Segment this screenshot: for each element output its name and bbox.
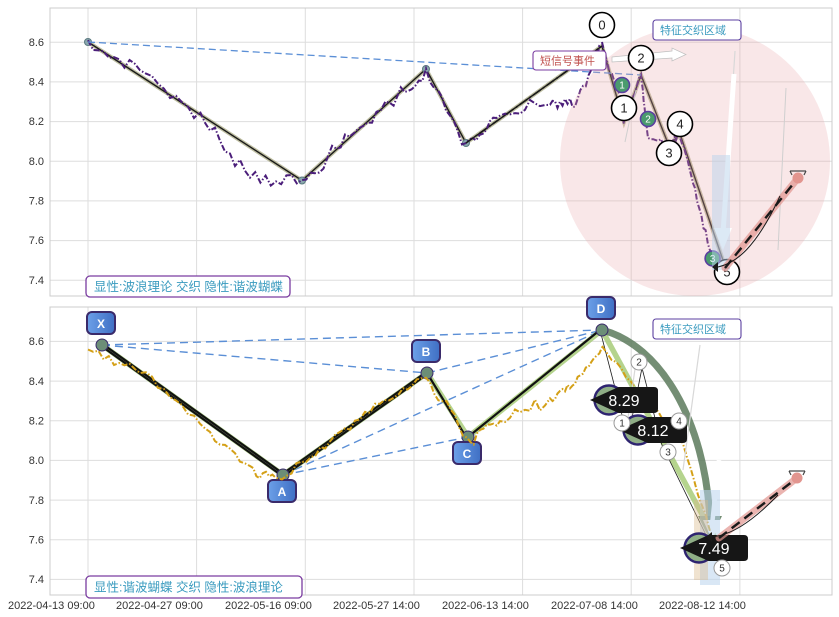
svg-text:显性:波浪理论 交织 隐性:谐波蝴蝶: 显性:波浪理论 交织 隐性:谐波蝴蝶	[94, 279, 283, 294]
svg-text:4: 4	[676, 117, 683, 132]
svg-text:1: 1	[620, 101, 627, 116]
svg-text:7.6: 7.6	[29, 535, 44, 547]
svg-text:2022-04-13 09:00: 2022-04-13 09:00	[8, 600, 95, 612]
svg-text:特征交织区域: 特征交织区域	[660, 23, 726, 37]
svg-text:特征交织区域: 特征交织区域	[660, 322, 726, 336]
svg-text:2: 2	[637, 51, 644, 66]
svg-text:2022-07-08 14:00: 2022-07-08 14:00	[551, 600, 638, 612]
svg-text:7.6: 7.6	[29, 235, 44, 247]
svg-text:8.4: 8.4	[29, 376, 44, 388]
svg-text:8.29: 8.29	[608, 393, 639, 410]
svg-text:7.8: 7.8	[29, 196, 44, 208]
svg-text:7.4: 7.4	[29, 275, 44, 287]
svg-text:2022-08-12 14:00: 2022-08-12 14:00	[659, 600, 746, 612]
svg-text:显性:谐波蝴蝶 交织 隐性:波浪理论: 显性:谐波蝴蝶 交织 隐性:波浪理论	[94, 580, 283, 595]
svg-text:D: D	[597, 302, 606, 316]
svg-text:短信号事件: 短信号事件	[540, 54, 595, 68]
svg-text:1: 1	[619, 419, 625, 430]
svg-text:A: A	[278, 485, 287, 499]
svg-text:X: X	[97, 317, 105, 331]
svg-text:B: B	[422, 345, 431, 359]
svg-text:1: 1	[619, 81, 625, 92]
svg-text:5: 5	[719, 564, 725, 575]
svg-text:7.49: 7.49	[698, 541, 729, 558]
svg-text:3: 3	[665, 146, 672, 161]
svg-text:C: C	[463, 447, 472, 461]
svg-text:0: 0	[598, 18, 605, 33]
svg-text:2022-05-16 09:00: 2022-05-16 09:00	[225, 600, 312, 612]
svg-text:8.2: 8.2	[29, 416, 44, 428]
svg-text:8.4: 8.4	[29, 77, 44, 89]
svg-text:4: 4	[676, 417, 682, 428]
svg-text:2022-06-13 14:00: 2022-06-13 14:00	[442, 600, 529, 612]
svg-text:8.0: 8.0	[29, 455, 44, 467]
svg-text:3: 3	[665, 448, 671, 459]
svg-text:2: 2	[636, 358, 642, 369]
svg-text:2022-04-27 09:00: 2022-04-27 09:00	[116, 600, 203, 612]
svg-text:7.4: 7.4	[29, 574, 44, 586]
svg-text:8.6: 8.6	[29, 37, 44, 49]
svg-text:8.12: 8.12	[637, 423, 668, 440]
svg-text:2: 2	[645, 115, 651, 126]
svg-text:8.6: 8.6	[29, 336, 44, 348]
svg-text:2022-05-27 14:00: 2022-05-27 14:00	[333, 600, 420, 612]
svg-text:8.2: 8.2	[29, 116, 44, 128]
svg-text:8.0: 8.0	[29, 156, 44, 168]
svg-text:7.8: 7.8	[29, 495, 44, 507]
